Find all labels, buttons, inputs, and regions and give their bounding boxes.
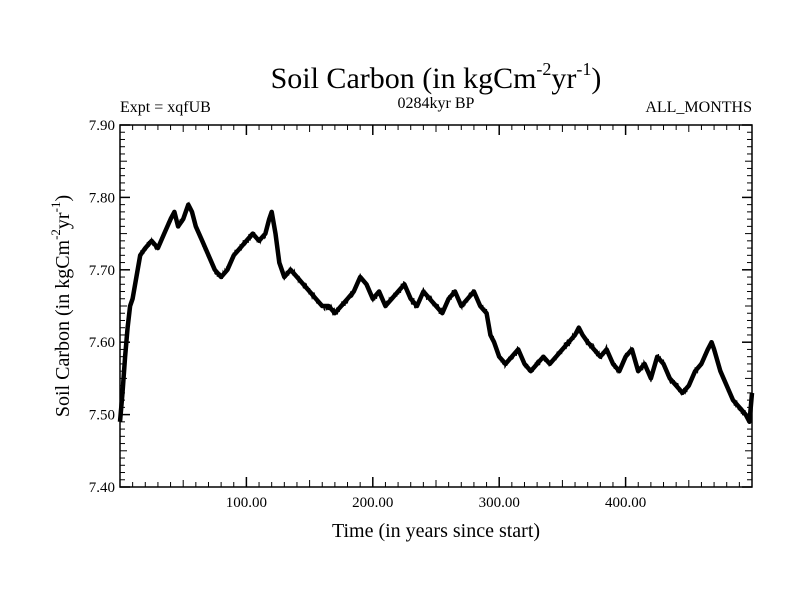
y-axis-title-sup-1: -2 bbox=[48, 229, 63, 240]
y-axis-title-mid: yr bbox=[52, 212, 74, 229]
x-tick-label: 300.00 bbox=[479, 495, 520, 511]
y-axis-title-sup-2: -1 bbox=[48, 202, 63, 213]
y-axis-title: Soil Carbon (in kgCm-2yr-1) bbox=[48, 195, 74, 417]
x-tick-label: 200.00 bbox=[352, 495, 393, 511]
chart-title-sup-2: -1 bbox=[576, 59, 591, 79]
header-center: 0284kyr BP bbox=[398, 95, 475, 112]
y-tick-label: 7.70 bbox=[89, 263, 115, 279]
chart-title-sup-1: -2 bbox=[536, 59, 551, 79]
y-tick-label: 7.40 bbox=[89, 480, 115, 496]
x-tick-label: 400.00 bbox=[605, 495, 646, 511]
y-tick-label: 7.60 bbox=[89, 335, 115, 351]
y-tick-label: 7.50 bbox=[89, 408, 115, 424]
x-axis: 100.00 200.00 300.00 400.00 bbox=[132, 125, 740, 511]
x-axis-title: Time (in years since start) bbox=[332, 520, 540, 542]
header-right: ALL_MONTHS bbox=[645, 99, 752, 116]
y-tick-label: 7.90 bbox=[89, 118, 115, 134]
x-tick-label: 100.00 bbox=[226, 495, 267, 511]
series-noise-soil-carbon bbox=[119, 201, 753, 423]
y-axis-title-main: Soil Carbon (in kgCm bbox=[52, 239, 74, 417]
y-axis: 7.40 7.50 7.60 7.70 7.80 7.90 bbox=[89, 118, 752, 496]
chart-title-mid: yr bbox=[551, 62, 576, 95]
chart-title-main: Soil Carbon (in kgCm bbox=[271, 62, 537, 95]
series-line-soil-carbon bbox=[117, 202, 755, 425]
y-axis-title-end: ) bbox=[52, 195, 74, 202]
y-tick-label: 7.80 bbox=[89, 190, 115, 206]
header-left: Expt = xqfUB bbox=[120, 99, 211, 116]
chart-title-end: ) bbox=[591, 62, 601, 95]
chart-title: Soil Carbon (in kgCm-2yr-1) bbox=[271, 59, 602, 95]
